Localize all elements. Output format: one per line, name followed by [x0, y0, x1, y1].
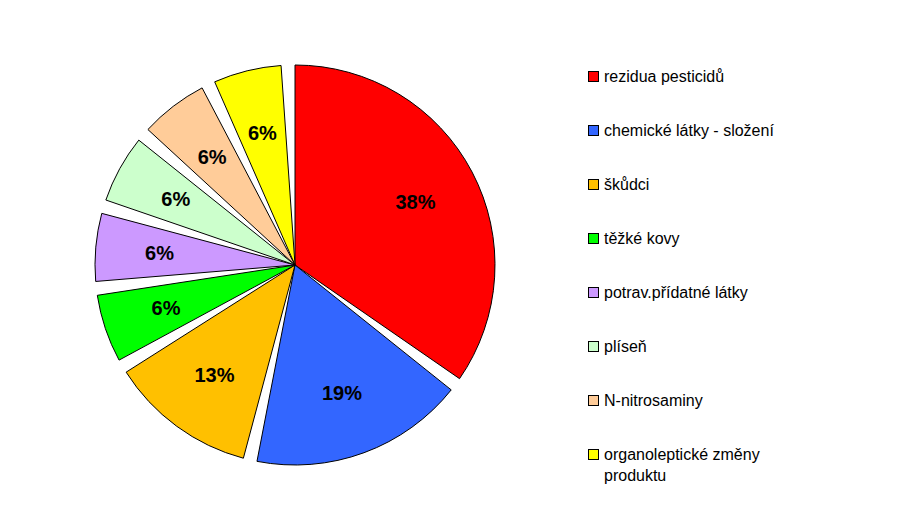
html-text:rezidua pesticidů: rezidua pesticidů	[604, 68, 725, 85]
html-text:organoleptické změny produktu: organoleptické změny produktu	[604, 446, 760, 484]
svg-text:6%: 6%	[145, 242, 174, 264]
html-text:plíseň: plíseň	[604, 338, 647, 355]
svg-text:13%: 13%	[195, 364, 235, 386]
svg-text:6%: 6%	[198, 146, 227, 168]
svg-text:6%: 6%	[161, 188, 190, 210]
html-text:potrav.přídatné látky: potrav.přídatné látky	[604, 284, 748, 301]
html-text:N-nitrosaminy: N-nitrosaminy	[604, 392, 703, 409]
svg-text:6%: 6%	[152, 297, 181, 319]
svg-text:19%: 19%	[322, 382, 362, 404]
svg-text:38%: 38%	[395, 191, 435, 213]
html-text:škůdci: škůdci	[604, 176, 650, 193]
html-text:těžké kovy: těžké kovy	[604, 230, 680, 247]
svg-text:6%: 6%	[248, 122, 277, 144]
html-text:chemické látky - složení: chemické látky - složení	[604, 122, 774, 139]
